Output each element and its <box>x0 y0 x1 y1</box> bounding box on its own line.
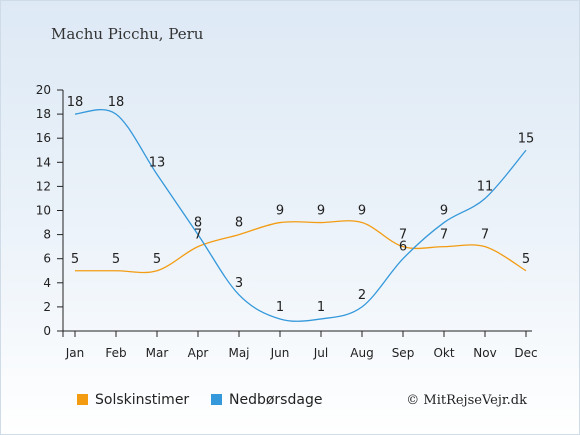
x-tick-label: Feb <box>105 346 126 360</box>
y-tick-label: 8 <box>43 228 51 242</box>
data-label: 11 <box>477 179 494 194</box>
series-line-sunshine <box>75 220 527 274</box>
data-label: 7 <box>399 228 407 243</box>
data-label: 7 <box>194 228 202 243</box>
y-tick-label: 4 <box>43 276 51 290</box>
legend-label: Solskinstimer <box>95 392 189 408</box>
copyright-credit: © MitRejseVejr.dk <box>406 393 527 408</box>
chart-title: Machu Picchu, Peru <box>51 25 204 43</box>
data-label: 1 <box>317 300 325 315</box>
y-tick-label: 0 <box>43 324 51 338</box>
x-tick-label: Maj <box>228 346 249 360</box>
x-tick-label: Mar <box>146 346 169 360</box>
x-tick-label: Sep <box>392 346 415 360</box>
series-lines <box>74 109 527 322</box>
y-tick-label: 20 <box>36 83 51 97</box>
x-tick-label: Dec <box>514 346 537 360</box>
data-label: 8 <box>194 216 202 231</box>
y-tick-label: 12 <box>36 179 51 193</box>
data-label: 2 <box>358 288 366 303</box>
data-label: 9 <box>276 204 284 219</box>
data-label: 15 <box>518 131 535 146</box>
data-label: 13 <box>149 155 166 170</box>
data-label: 8 <box>235 216 243 231</box>
y-tick-label: 14 <box>36 155 51 169</box>
y-tick-label: 18 <box>36 107 51 121</box>
y-tick-label: 6 <box>43 252 51 266</box>
x-tick-label: Jan <box>65 346 85 360</box>
x-tick-label: Okt <box>433 346 454 360</box>
data-label: 9 <box>317 204 325 219</box>
data-label: 5 <box>112 252 120 267</box>
legend: Solskinstimer Nedbørsdage <box>77 392 322 408</box>
data-label: 3 <box>235 276 243 291</box>
series-line-rain-days <box>74 109 527 322</box>
data-label: 7 <box>440 228 448 243</box>
x-tick-label: Nov <box>473 346 496 360</box>
data-label: 6 <box>399 240 407 255</box>
data-label: 5 <box>71 252 79 267</box>
data-label: 7 <box>481 228 489 243</box>
data-label: 18 <box>67 95 84 110</box>
y-tick-label: 16 <box>36 131 51 145</box>
x-tick-label: Jun <box>270 346 290 360</box>
x-tick-label: Aug <box>350 346 373 360</box>
data-label: 5 <box>522 252 530 267</box>
legend-label: Nedbørsdage <box>229 392 322 408</box>
legend-swatch <box>77 394 88 405</box>
data-label: 5 <box>153 252 161 267</box>
x-tick-label: Jul <box>313 346 328 360</box>
y-tick-label: 10 <box>36 204 51 218</box>
y-tick-label: 2 <box>43 300 51 314</box>
data-label: 1 <box>276 300 284 315</box>
data-label: 9 <box>440 204 448 219</box>
data-label: 9 <box>358 204 366 219</box>
x-tick-label: Apr <box>188 346 209 360</box>
legend-swatch <box>211 394 222 405</box>
data-label: 18 <box>108 95 125 110</box>
